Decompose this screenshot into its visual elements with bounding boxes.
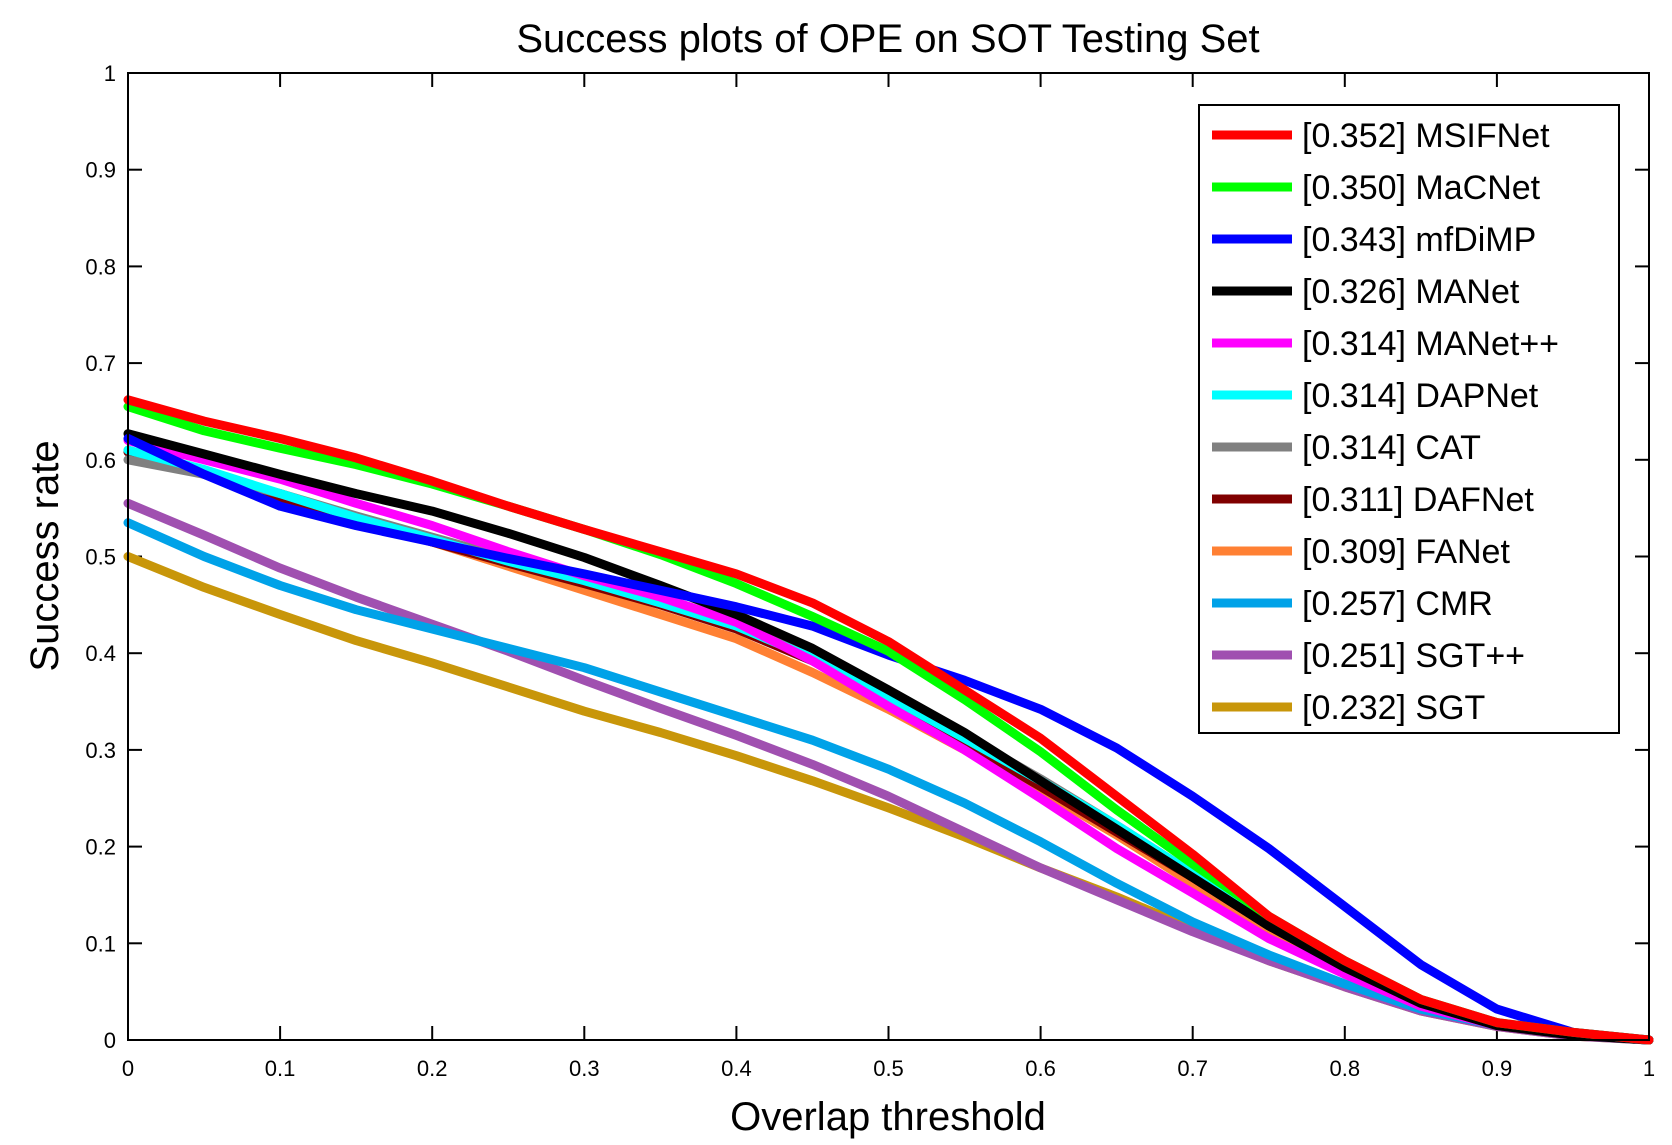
x-tick-label: 0	[122, 1056, 134, 1081]
y-tick-label: 1	[104, 61, 116, 86]
x-tick-label: 0.6	[1025, 1056, 1056, 1081]
legend-label-cmr: [0.257] CMR	[1302, 585, 1493, 623]
legend-label-dafnet: [0.311] DAFNet	[1302, 481, 1534, 519]
y-tick-label: 0.4	[85, 641, 116, 666]
legend-label-cat: [0.314] CAT	[1302, 429, 1481, 467]
legend-label-manetplusplus: [0.314] MANet++	[1302, 325, 1559, 363]
chart-title: Success plots of OPE on SOT Testing Set	[516, 17, 1259, 61]
y-tick-label: 0.6	[85, 448, 116, 473]
legend: [0.352] MSIFNet [0.350] MaCNet [0.343] mfD…	[1198, 104, 1620, 734]
y-tick-label: 0.8	[85, 254, 116, 279]
legend-label-fanet: [0.309] FANet	[1302, 533, 1510, 571]
x-tick-label: 1	[1643, 1056, 1655, 1081]
y-tick-label: 0	[104, 1028, 116, 1053]
legend-label-msifnet: [0.352] MSIFNet	[1302, 117, 1550, 155]
x-tick-label: 0.8	[1330, 1056, 1361, 1081]
y-tick-label: 0.5	[85, 545, 116, 570]
axes-frame	[127, 72, 1650, 1041]
x-tick-label: 0.9	[1482, 1056, 1513, 1081]
series-line-msifnet	[123, 395, 1654, 1045]
legend-label-sgt: [0.232] SGT	[1302, 689, 1485, 727]
x-tick-label: 0.1	[265, 1056, 296, 1081]
legend-label-macnet: [0.350] MaCNet	[1302, 169, 1541, 207]
x-tick-label: 0.4	[721, 1056, 752, 1081]
x-axis-title: Overlap threshold	[730, 1095, 1046, 1139]
series-lines	[123, 395, 1654, 1045]
x-tick-label: 0.5	[873, 1056, 904, 1081]
y-tick-label: 0.2	[85, 835, 116, 860]
x-tick-label: 0.3	[569, 1056, 600, 1081]
legend-label-manet: [0.326] MANet	[1302, 273, 1520, 311]
series-line-cmr	[123, 518, 1654, 1045]
y-tick-label: 0.3	[85, 738, 116, 763]
legend-label-dapnet: [0.314] DAPNet	[1302, 377, 1539, 415]
y-tick-label: 0.9	[85, 158, 116, 183]
x-tick-label: 0.2	[417, 1056, 448, 1081]
y-tick-label: 0.1	[85, 931, 116, 956]
legend-label-sgtplusplus: [0.251] SGT++	[1302, 637, 1525, 675]
legend-box	[1198, 104, 1620, 734]
axis-ticks: 0 0.1 0.2 0.3 0.4 0.5 0.6 0.7 0.8 0.9 1 0 0.1 0.2 0.3 0…	[85, 61, 1655, 1081]
legend-label-mfdimp: [0.343] mfDiMP	[1302, 221, 1536, 259]
y-tick-label: 0.7	[85, 351, 116, 376]
y-axis-title: Success rate	[23, 440, 67, 671]
x-tick-label: 0.7	[1177, 1056, 1208, 1081]
